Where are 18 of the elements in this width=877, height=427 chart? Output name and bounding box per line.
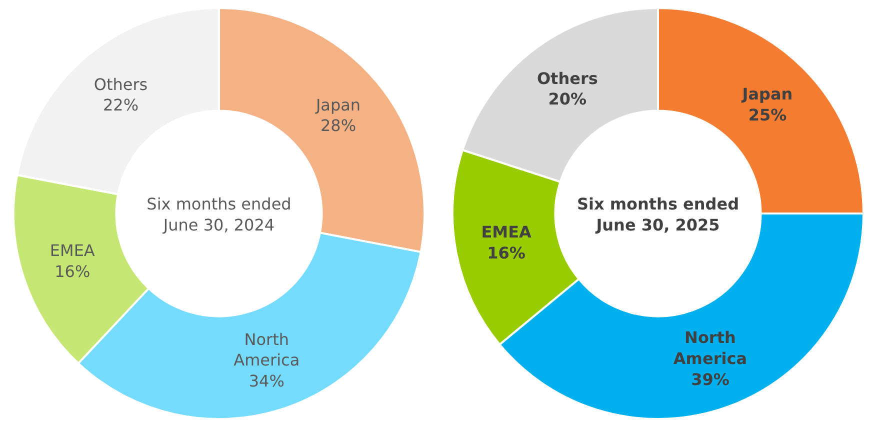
slice-label: North America: [234, 330, 300, 370]
slice-label: North America: [673, 328, 747, 368]
slice-label: Others: [536, 68, 598, 88]
data-label: 34%: [248, 371, 284, 390]
data-label: 25%: [748, 105, 787, 124]
data-label: 20%: [548, 90, 587, 109]
slice-label: Japan: [741, 84, 793, 104]
slice-label: EMEA: [50, 241, 95, 260]
slice-label: EMEA: [481, 222, 532, 242]
slice-label: Japan: [314, 95, 361, 114]
text: Six months ended June 30, 2025: [576, 194, 740, 234]
slice-label: Others: [94, 74, 148, 94]
text: Six months ended June 30, 2024: [146, 194, 292, 234]
data-label: 22%: [102, 96, 139, 115]
data-label: 16%: [54, 262, 90, 282]
data-label: 39%: [691, 370, 730, 389]
data-label: 16%: [487, 243, 526, 262]
data-label: 28%: [320, 116, 356, 136]
